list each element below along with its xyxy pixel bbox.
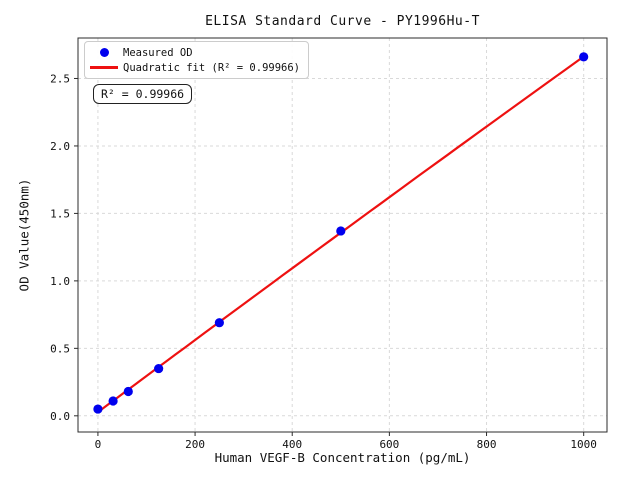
chart-title: ELISA Standard Curve - PY1996Hu-T xyxy=(205,14,480,29)
legend-item-quadratic-fit: Quadratic fit (R² = 0.99966) xyxy=(85,60,300,75)
line-marker-icon xyxy=(90,66,118,69)
data-point xyxy=(93,404,103,414)
legend-label: Quadratic fit (R² = 0.99966) xyxy=(123,61,301,74)
x-tick-label: 400 xyxy=(282,438,302,451)
x-tick-label: 1000 xyxy=(570,438,597,451)
y-tick-label: 1.5 xyxy=(50,207,70,220)
y-tick-label: 1.0 xyxy=(50,275,70,288)
scatter-marker-icon xyxy=(99,48,109,57)
data-point xyxy=(336,226,346,236)
legend-label: Measured OD xyxy=(123,46,193,59)
y-tick-label: 0.0 xyxy=(50,410,70,423)
legend: Measured OD Quadratic fit (R² = 0.99966) xyxy=(84,41,310,79)
x-tick-label: 200 xyxy=(185,438,205,451)
y-tick-label: 2.0 xyxy=(50,140,70,153)
r-squared-annotation: R² = 0.99966 xyxy=(93,84,193,104)
y-tick-label: 2.5 xyxy=(50,72,70,85)
x-tick-label: 800 xyxy=(477,438,497,451)
legend-swatch xyxy=(85,48,123,57)
x-axis-label: Human VEGF-B Concentration (pg/mL) xyxy=(214,450,471,465)
data-point xyxy=(214,318,224,328)
data-point xyxy=(123,386,133,397)
x-tick-label: 0 xyxy=(95,438,102,451)
axes-spines xyxy=(77,37,608,433)
legend-swatch xyxy=(85,66,123,69)
data-point xyxy=(579,52,589,62)
x-tick-label: 600 xyxy=(379,438,399,451)
data-point xyxy=(108,396,118,406)
data-point xyxy=(154,363,164,374)
y-tick-label: 0.5 xyxy=(50,342,70,355)
legend-item-measured-od: Measured OD xyxy=(85,45,300,60)
